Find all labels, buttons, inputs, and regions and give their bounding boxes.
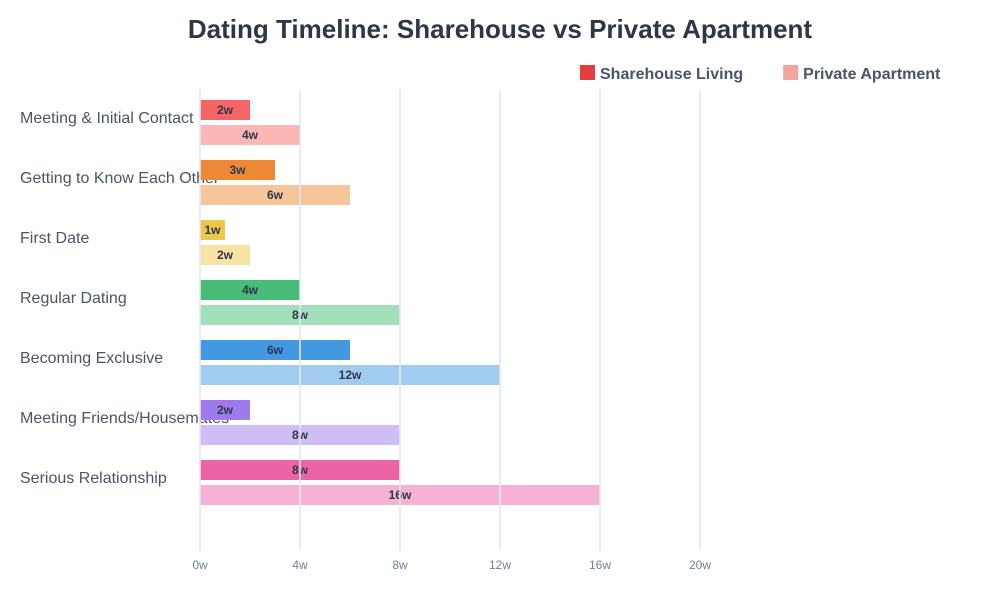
- bar: [200, 220, 225, 240]
- bar: [200, 245, 250, 265]
- bar: [200, 125, 300, 145]
- data-label: 2w: [217, 248, 234, 262]
- category-label: Regular Dating: [20, 290, 127, 307]
- x-tick-label: 0w: [192, 558, 208, 572]
- chart-title: Dating Timeline: Sharehouse vs Private A…: [188, 14, 813, 44]
- bar: [200, 365, 500, 385]
- bar: [200, 100, 250, 120]
- data-label: 12w: [339, 368, 362, 382]
- bar: [200, 400, 250, 420]
- data-label: 6w: [267, 188, 284, 202]
- legend-swatch: [783, 65, 799, 80]
- data-label: 2w: [217, 403, 234, 417]
- x-tick-label: 16w: [589, 558, 611, 572]
- bar: [200, 280, 300, 300]
- bar: [200, 185, 350, 205]
- x-tick-label: 4w: [292, 558, 308, 572]
- bar: [200, 160, 275, 180]
- bar: [200, 340, 350, 360]
- category-label: Meeting Friends/Housemates: [20, 410, 229, 427]
- x-tick-label: 12w: [489, 558, 511, 572]
- data-label: 6w: [267, 343, 284, 357]
- category-label: Becoming Exclusive: [20, 350, 163, 367]
- data-label: 1w: [204, 223, 221, 237]
- x-tick-label: 8w: [392, 558, 408, 572]
- data-label: 3w: [229, 163, 246, 177]
- data-label: 4w: [242, 128, 259, 142]
- data-label: 2w: [217, 103, 234, 117]
- data-label: 4w: [242, 283, 259, 297]
- legend-label: Sharehouse Living: [600, 66, 743, 83]
- x-tick-label: 20w: [689, 558, 711, 572]
- legend-swatch: [580, 65, 595, 80]
- category-label: Getting to Know Each Other: [20, 170, 220, 187]
- category-label: Meeting & Initial Contact: [20, 110, 194, 127]
- legend-label: Private Apartment: [803, 66, 941, 83]
- category-label: First Date: [20, 230, 89, 247]
- category-label: Serious Relationship: [20, 470, 167, 487]
